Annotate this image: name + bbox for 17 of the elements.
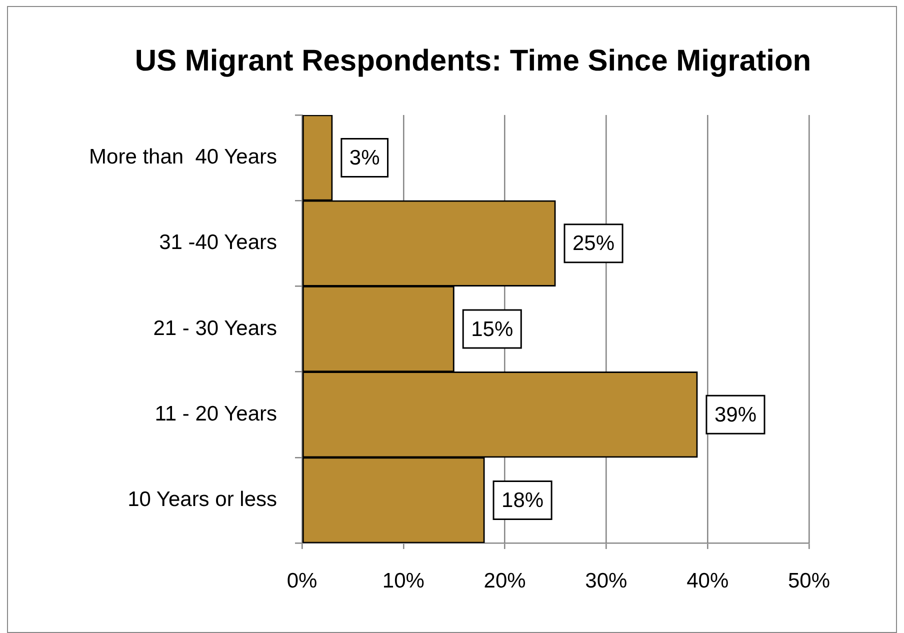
x-tick-label: 0% <box>286 569 318 592</box>
y-tick-label: 11 - 20 Years <box>154 402 277 426</box>
data-label: 15% <box>471 318 514 341</box>
y-tick-label: 21 - 30 Years <box>153 316 277 340</box>
data-label: 39% <box>714 403 756 426</box>
data-label: 18% <box>502 488 544 512</box>
chart-title: US Migrant Respondents: Time Since Migration <box>134 44 812 78</box>
x-tick-label: 30% <box>585 569 628 592</box>
data-label: 25% <box>572 232 615 256</box>
y-tick-label: 10 Years or less <box>128 488 277 511</box>
data-label: 3% <box>349 146 380 170</box>
x-tick-label: 40% <box>686 569 729 592</box>
x-tick-label: 10% <box>382 569 424 592</box>
y-tick-label: More than 40 Years <box>89 146 277 169</box>
x-tick-label: 50% <box>788 569 830 592</box>
y-tick-label: 31 -40 Years <box>159 231 277 254</box>
x-tick-label: 20% <box>484 569 526 592</box>
